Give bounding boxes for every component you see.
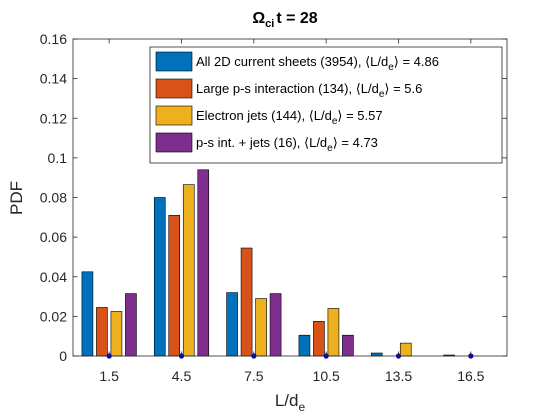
bar-series-3-cat-7.5 bbox=[255, 298, 267, 357]
y-tick-label: 0.12 bbox=[40, 110, 67, 126]
y-axis-label: PDF bbox=[7, 181, 26, 215]
y-tick-label: 0.1 bbox=[48, 150, 68, 166]
legend-label-1: All 2D current sheets (3954), ⟨L/de⟩ = 4… bbox=[196, 54, 439, 73]
legend: All 2D current sheets (3954), ⟨L/de⟩ = 4… bbox=[149, 46, 503, 164]
bar-series-4-cat-4.5 bbox=[197, 169, 210, 357]
bar-series-1-cat-7.5 bbox=[226, 292, 238, 357]
bar-series-2-cat-7.5 bbox=[240, 247, 253, 357]
x-axis-label: L/de bbox=[275, 391, 306, 414]
bar-series-4-cat-10.5 bbox=[342, 334, 354, 357]
x-tick-label: 7.5 bbox=[244, 368, 264, 384]
y-tick-label: 0.06 bbox=[40, 229, 67, 245]
legend-swatch-2 bbox=[155, 78, 193, 99]
bar-series-3-cat-1.5 bbox=[110, 311, 123, 357]
bar-series-4-cat-7.5 bbox=[269, 293, 282, 357]
bar-series-2-cat-4.5 bbox=[168, 215, 181, 357]
bar-series-1-cat-1.5 bbox=[81, 271, 94, 357]
chart-title: Ωci t = 28 bbox=[252, 10, 317, 30]
legend-box bbox=[149, 46, 503, 164]
bar-series-1-cat-4.5 bbox=[153, 197, 166, 357]
legend-label-3: Electron jets (144), ⟨L/de⟩ = 5.57 bbox=[196, 108, 383, 127]
x-tick-label: 1.5 bbox=[99, 368, 119, 384]
y-tick-label: 0 bbox=[59, 348, 67, 364]
bar-series-3-cat-13.5 bbox=[399, 342, 412, 357]
x-tick-label: 16.5 bbox=[457, 368, 484, 384]
bar-series-2-cat-10.5 bbox=[313, 321, 325, 357]
bars-group bbox=[81, 169, 455, 357]
legend-label-4: p-s int. + jets (16), ⟨L/de⟩ = 4.73 bbox=[196, 135, 378, 154]
legend-swatch-4 bbox=[155, 132, 193, 153]
x-tick-label: 13.5 bbox=[385, 368, 412, 384]
axes-group: 0 0.02 0.04 0.06 0.08 0.1 0.12 0.14 0.16 1.5 4.5 7.… bbox=[40, 31, 508, 384]
y-tick-label: 0.04 bbox=[40, 269, 67, 285]
y-tick-label: 0.02 bbox=[40, 308, 67, 324]
bar-series-3-cat-4.5 bbox=[182, 184, 195, 357]
legend-label-2: Large p-s interaction (134), ⟨L/de⟩ = 5.… bbox=[196, 81, 422, 100]
bar-series-2-cat-1.5 bbox=[96, 307, 108, 357]
legend-swatch-1 bbox=[155, 51, 193, 72]
bar-series-1-cat-13.5 bbox=[370, 352, 383, 357]
legend-swatch-3 bbox=[155, 105, 193, 126]
bar-series-1-cat-10.5 bbox=[298, 334, 311, 357]
y-tick-label: 0.08 bbox=[40, 190, 67, 206]
y-tick-label: 0.16 bbox=[40, 31, 67, 47]
y-tick-label: 0.14 bbox=[40, 71, 67, 87]
bar-series-4-cat-1.5 bbox=[125, 293, 137, 357]
x-tick-label: 10.5 bbox=[313, 368, 340, 384]
bar-series-3-cat-10.5 bbox=[327, 308, 340, 357]
x-tick-label: 4.5 bbox=[172, 368, 192, 384]
